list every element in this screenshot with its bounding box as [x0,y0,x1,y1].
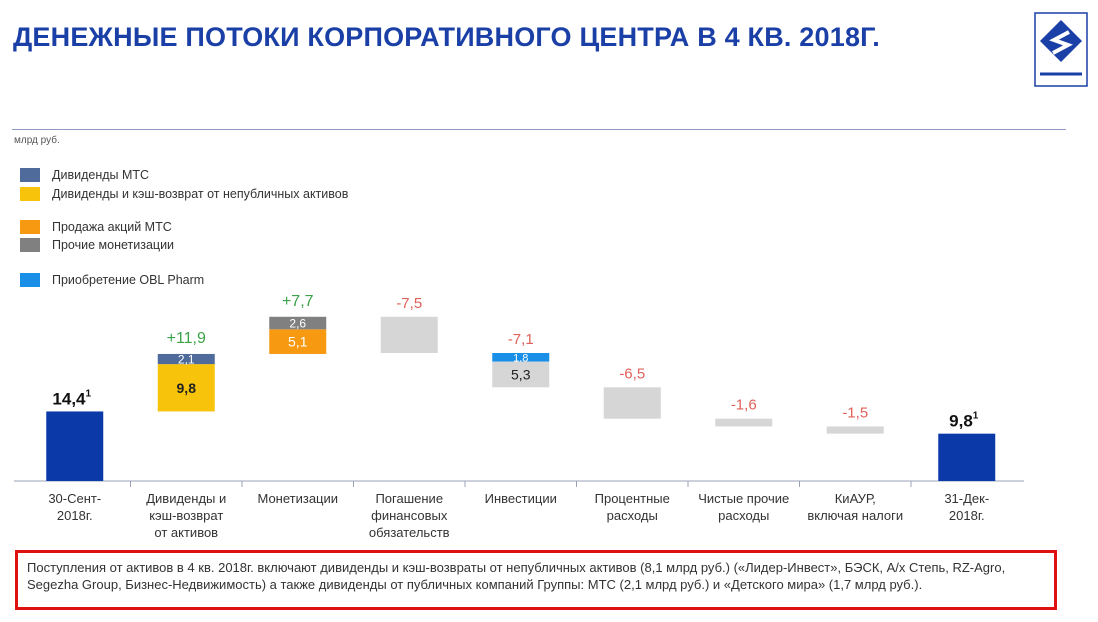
bar-segment [826,426,884,434]
bar-segment [492,361,550,388]
category-label: Процентные [595,491,670,506]
bar-segment [492,353,550,362]
segment-value-label: 5,1 [288,334,308,350]
change-value-label: +11,9 [167,330,206,347]
legend-label: Дивиденды и кэш-возврат от непубличных а… [52,187,349,201]
segment-value-label: 9,8 [177,380,197,396]
legend-label: Приобретение OBL Pharm [52,273,205,287]
category-label: кэш-возврат [149,508,223,523]
waterfall-chart: 14,41 30-Сент- 2018г. 9,8 2,1 +11,9 Дивиденды … [14,293,1024,540]
legend-swatch [20,273,40,287]
segment-value-label: 5,3 [511,367,531,383]
legend-swatch [20,238,40,252]
change-value-label: -6,5 [619,365,645,382]
change-value-label: -1,6 [731,397,757,414]
category-label: расходы [718,508,769,523]
company-logo [1034,12,1088,87]
bar-segment [157,364,215,412]
footnote-box: Поступления от активов в 4 кв. 2018г. вк… [15,550,1057,610]
category-label: финансовых [371,508,448,523]
category-label: от активов [154,525,218,540]
segment-value-label: 1,8 [513,352,528,364]
category-label: 31-Дек- [944,491,989,506]
total-bar [46,411,104,481]
legend-label: Прочие монетизации [52,238,175,252]
legend-item-mts-sale: Продажа акций МТС [20,220,172,234]
category-label: включая налоги [807,508,903,523]
bar-segment [269,316,327,330]
change-value-label: -1,5 [842,404,868,421]
category-label: Чистые прочие [698,491,789,506]
legend-item-other-monetization: Прочие монетизации [20,238,174,252]
segment-value-label: 2,1 [178,352,195,366]
bar-segment [157,353,215,365]
total-bar [938,433,996,481]
legend-swatch [20,220,40,234]
segment-value-label: 2,6 [289,316,306,330]
category-label: 30-Сент- [48,491,101,506]
bar-segment [380,316,438,354]
change-value-label: +7,7 [282,293,314,310]
legend-swatch [20,187,40,201]
category-label: Погашение [375,491,443,506]
category-label: Дивиденды и [146,491,226,506]
bar-segment [603,387,661,419]
bar-segment [715,418,773,427]
legend-label: Дивиденды МТС [52,168,150,182]
change-value-label: -7,1 [508,331,534,348]
legend-item-mts-dividends: Дивиденды МТС [20,168,149,182]
page-title: ДЕНЕЖНЫЕ ПОТОКИ КОРПОРАТИВНОГО ЦЕНТРА В … [13,22,881,52]
legend-label: Продажа акций МТС [52,220,172,234]
legend-item-obl-pharm: Приобретение OBL Pharm [20,273,204,287]
legend-item-private-dividends: Дивиденды и кэш-возврат от непубличных а… [20,187,348,201]
category-label: 2018г. [949,508,985,523]
title-divider [12,129,1066,130]
bar-segment [269,329,327,354]
category-label: обязательств [369,525,450,540]
change-value-label: -7,5 [396,295,422,312]
total-value-label: 9,81 [949,411,979,431]
category-label: КиАУР, [835,491,876,506]
category-label: Инвестиции [485,491,557,506]
category-label: Монетизации [257,491,338,506]
unit-label: млрд руб. [14,135,60,146]
legend-swatch [20,168,40,182]
category-label: расходы [607,508,658,523]
category-label: 2018г. [57,508,93,523]
total-value-label: 14,41 [52,388,91,408]
